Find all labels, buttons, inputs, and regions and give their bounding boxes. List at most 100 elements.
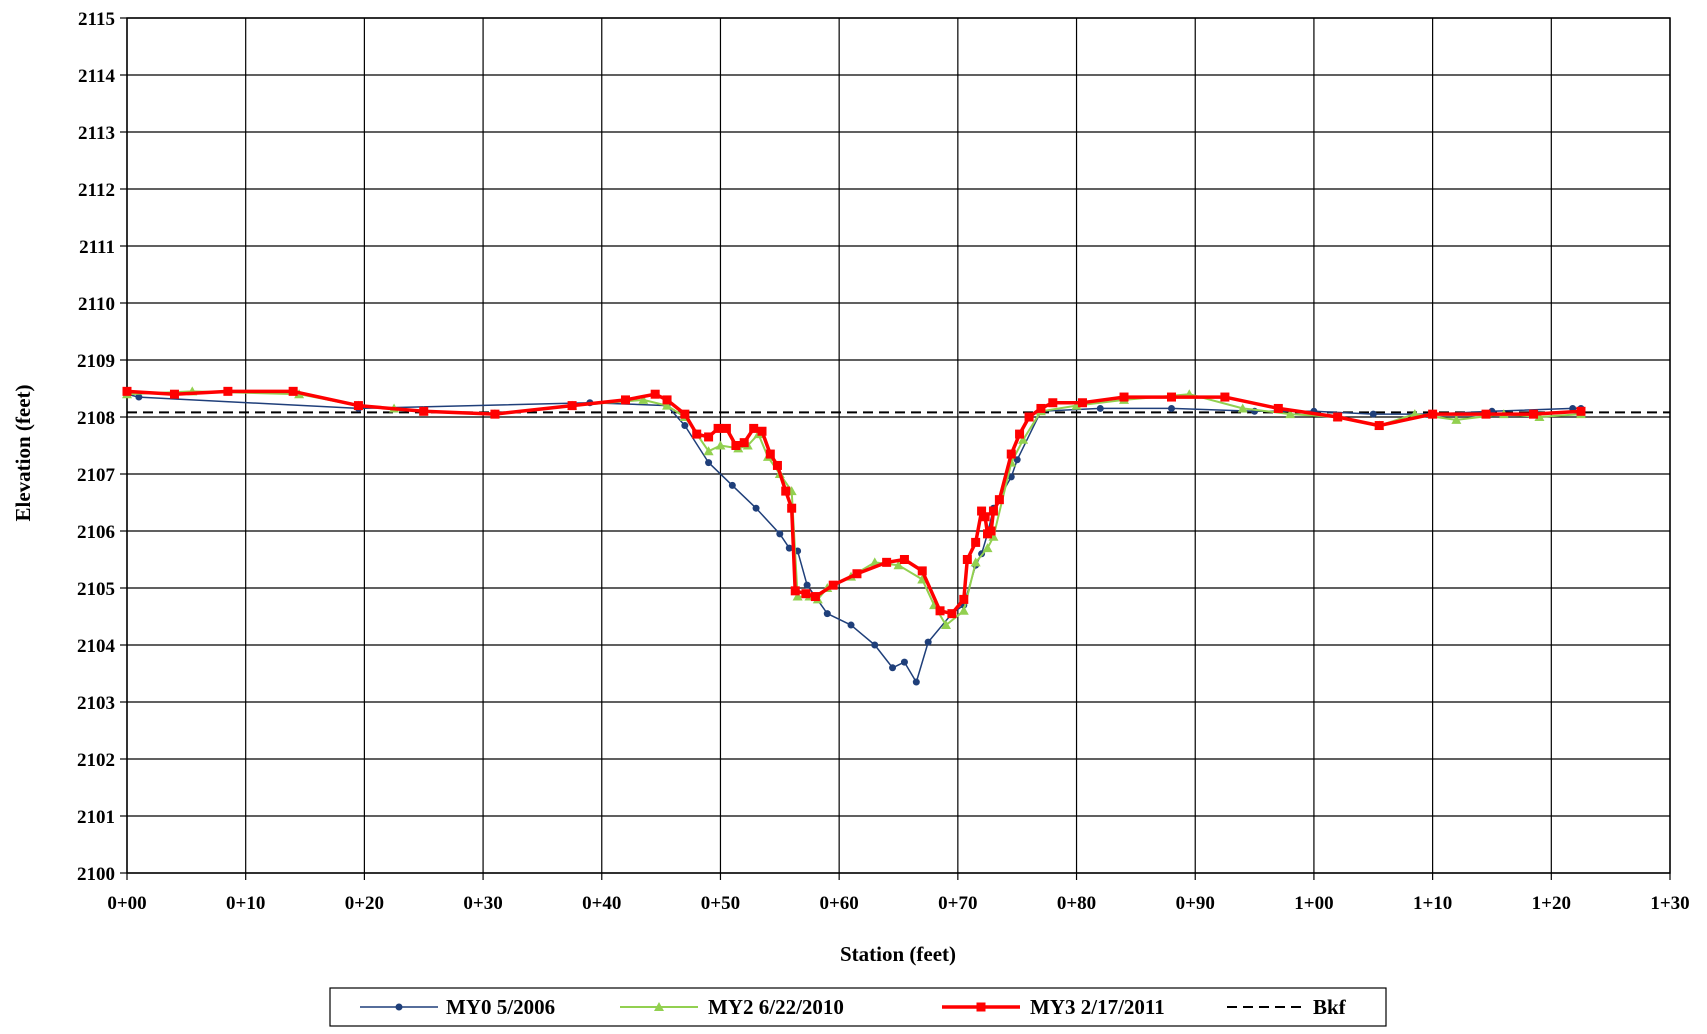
data-point: [792, 591, 803, 601]
data-point: [705, 459, 713, 467]
data-point: [976, 1002, 986, 1012]
legend-label: Bkf: [1313, 995, 1347, 1019]
x-tick-label: 0+10: [226, 893, 265, 914]
data-point: [490, 409, 500, 419]
plot-area: [126, 17, 1671, 874]
data-point: [1333, 412, 1343, 422]
data-point: [1374, 421, 1384, 431]
y-tick-label: 2112: [78, 180, 115, 201]
x-tick-label: 0+70: [938, 893, 977, 914]
data-point: [893, 560, 904, 570]
y-tick-label: 2108: [77, 408, 115, 429]
data-point: [958, 605, 969, 615]
x-tick-label: 0+50: [701, 893, 740, 914]
data-point: [772, 460, 782, 470]
data-point: [988, 531, 999, 541]
data-point: [223, 386, 233, 396]
data-point: [917, 566, 927, 576]
legend-label: MY3 2/17/2011: [1030, 995, 1165, 1019]
legend-label: MY0 5/2006: [446, 995, 555, 1019]
data-point: [288, 386, 298, 396]
data-point: [962, 555, 972, 564]
data-point: [924, 638, 932, 646]
data-point: [419, 406, 429, 416]
data-point: [567, 401, 577, 411]
data-point: [882, 557, 892, 567]
y-tick-label: 2102: [77, 750, 115, 771]
data-point: [982, 543, 993, 553]
legend: MY0 5/2006 MY2 6/22/2010 MY3 2/17/2011 Bkf: [329, 987, 1387, 1027]
series-line: [126, 390, 1582, 627]
legend-box: [329, 987, 1387, 1027]
x-tick-label: 0+80: [1057, 893, 1096, 914]
data-point: [749, 423, 759, 433]
data-point: [994, 495, 1004, 505]
series-layer: [122, 386, 1670, 686]
data-point: [728, 481, 736, 489]
y-tick-label: 2109: [77, 351, 115, 372]
data-point: [650, 389, 660, 399]
data-point: [1451, 414, 1462, 424]
data-point: [889, 664, 897, 672]
legend-item: MY3 2/17/2011: [942, 995, 1165, 1019]
data-point: [947, 609, 957, 619]
data-point: [703, 446, 714, 456]
data-point: [917, 574, 928, 584]
data-point: [1015, 429, 1025, 439]
data-point: [1285, 409, 1296, 419]
x-tick-label: 1+30: [1650, 893, 1689, 914]
grid: [126, 17, 1671, 874]
data-point: [169, 389, 179, 399]
data-point: [731, 441, 741, 450]
data-point: [1167, 404, 1175, 412]
data-point: [1071, 400, 1082, 410]
x-tick-label: 0+60: [819, 893, 858, 914]
data-point: [899, 555, 909, 564]
legend-item: MY0 5/2006: [360, 995, 555, 1019]
data-point: [1007, 473, 1015, 481]
data-point: [135, 393, 143, 401]
data-point: [1576, 406, 1586, 416]
data-point: [801, 589, 811, 599]
data-point: [871, 641, 879, 649]
data-point: [1237, 403, 1248, 413]
x-tick-label: 1+20: [1532, 893, 1571, 914]
series-2: [122, 386, 1586, 619]
x-tick-label: 1+10: [1413, 893, 1452, 914]
series-0: [123, 390, 1585, 686]
data-point: [1220, 392, 1230, 402]
y-tick-label: 2111: [79, 237, 115, 258]
x-tick-label: 0+00: [107, 893, 146, 914]
data-point: [1096, 404, 1104, 412]
data-point: [654, 1002, 664, 1011]
data-point: [869, 557, 880, 567]
data-point: [1534, 412, 1545, 421]
data-point: [810, 592, 820, 602]
data-point: [1166, 392, 1176, 402]
data-point: [1273, 403, 1283, 413]
data-point: [1529, 409, 1539, 419]
data-point: [1024, 412, 1034, 422]
data-point: [1119, 392, 1129, 402]
data-point: [1018, 434, 1029, 444]
data-point: [395, 1003, 403, 1011]
y-tick-label: 2101: [77, 807, 115, 828]
data-point: [704, 432, 714, 442]
data-point: [988, 506, 998, 516]
legend-label: MY2 6/22/2010: [708, 995, 844, 1019]
data-point: [781, 486, 791, 496]
y-tick-label: 2110: [78, 294, 115, 315]
data-point: [1036, 403, 1046, 413]
y-tick-label: 2114: [78, 66, 115, 87]
y-tick-label: 2105: [77, 579, 115, 600]
x-tick-label: 0+20: [345, 893, 384, 914]
y-tick-label: 2115: [78, 9, 115, 30]
data-point: [977, 506, 987, 516]
data-point: [787, 503, 797, 513]
data-point: [662, 400, 673, 410]
y-axis-title: Elevation (feet): [11, 384, 35, 521]
data-point: [912, 678, 920, 686]
x-tick-label: 1+00: [1294, 893, 1333, 914]
y-tick-label: 2113: [78, 123, 115, 144]
